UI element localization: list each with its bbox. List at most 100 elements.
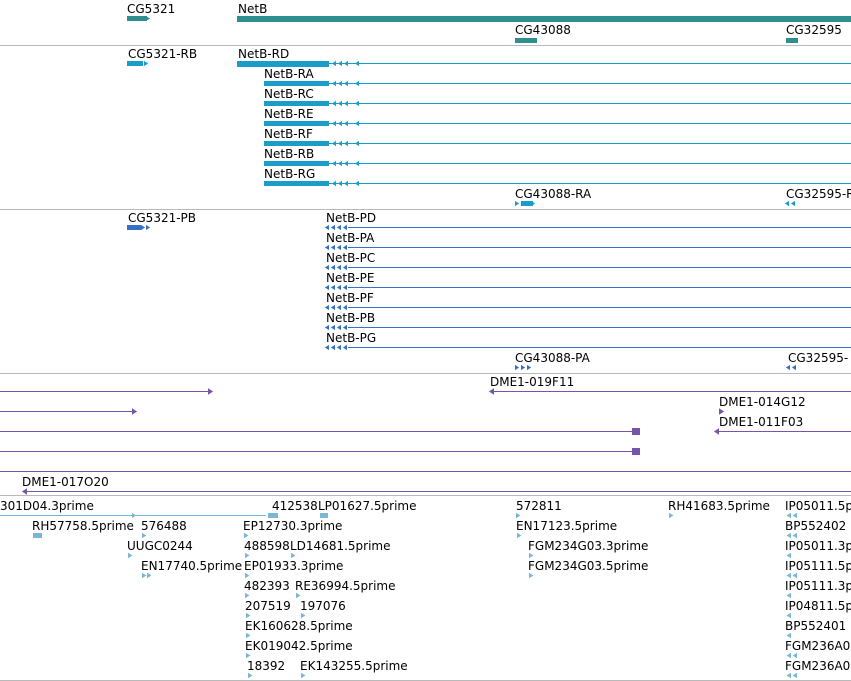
direction-arrow-icon <box>342 244 347 251</box>
gene-label[interactable]: CG43088 <box>515 23 571 37</box>
est-label[interactable]: 576488 <box>141 519 187 533</box>
direction-arrow-icon <box>331 160 336 167</box>
protein-label[interactable]: NetB-PD <box>326 211 377 225</box>
est-label[interactable]: IP05111.5p <box>785 559 851 573</box>
est-label[interactable]: UUGC0244 <box>127 539 193 553</box>
direction-arrow-icon <box>330 344 335 351</box>
est-bar <box>320 513 328 518</box>
protein-label[interactable]: CG43088-PA <box>515 351 590 365</box>
protein-label[interactable]: CG5321-PB <box>128 211 197 225</box>
direction-arrow-icon <box>21 488 27 495</box>
est-arrow-icon <box>786 672 791 679</box>
protein-label[interactable]: NetB-PA <box>326 231 375 245</box>
est-label[interactable]: 572811 <box>516 499 562 513</box>
direction-arrow-icon <box>331 120 336 127</box>
transcript-label[interactable]: NetB-RE <box>264 107 314 121</box>
gene-label[interactable]: CG32595 <box>786 23 842 37</box>
transcript-label[interactable]: NetB-RA <box>264 67 314 81</box>
est-label[interactable]: LD14681.5prime <box>290 539 391 553</box>
direction-arrow-icon <box>331 180 336 187</box>
est-label[interactable]: EP12730.3prime <box>243 519 343 533</box>
est-label[interactable]: 18392 <box>247 659 286 673</box>
est-arrow-icon <box>792 652 797 659</box>
transcript-label[interactable]: NetB-RG <box>264 167 316 181</box>
exon-bar <box>264 101 329 106</box>
est-label[interactable]: EK019042.5prime <box>245 639 353 653</box>
est-arrow-icon <box>786 572 791 579</box>
transcript-label[interactable]: NetB-RF <box>264 127 313 141</box>
transcript-label[interactable]: CG5321-RB <box>128 47 198 61</box>
est-arrow-icon <box>246 652 251 659</box>
transcript-label[interactable]: NetB-RC <box>264 87 314 101</box>
est-label[interactable]: RH57758.5prime <box>32 519 134 533</box>
est-label[interactable]: FGM236A0 <box>785 639 851 653</box>
protein-label[interactable]: NetB-PE <box>326 271 375 285</box>
est-bar <box>268 513 278 518</box>
est-label[interactable]: EP01933.3prime <box>244 559 344 573</box>
direction-arrow-icon <box>713 428 719 435</box>
clone-label[interactable]: DME1-014G12 <box>719 395 806 409</box>
est-label[interactable]: 488598 <box>244 539 290 553</box>
est-label[interactable]: EN17123.5prime <box>516 519 618 533</box>
est-label[interactable]: EK160628.5prime <box>245 619 353 633</box>
direction-arrow-icon <box>784 200 789 207</box>
est-arrow-icon <box>245 592 250 599</box>
est-label[interactable]: 207519 <box>245 599 291 613</box>
est-label[interactable]: 301D04.3prime <box>0 499 94 513</box>
clone-label[interactable]: DME1-011F03 <box>719 415 804 429</box>
protein-label[interactable]: NetB-PC <box>326 251 376 265</box>
direction-arrow-icon <box>337 180 342 187</box>
transcript-label[interactable]: CG43088-RA <box>515 187 592 201</box>
direction-arrow-icon <box>337 160 342 167</box>
est-label[interactable]: IP05111.3p <box>785 579 851 593</box>
direction-arrow-icon <box>330 284 335 291</box>
direction-arrow-icon <box>515 364 520 371</box>
protein-label[interactable]: NetB-PG <box>326 331 377 345</box>
est-label[interactable]: RH41683.5prime <box>668 499 770 513</box>
est-label[interactable]: IP05011.3p <box>785 539 851 553</box>
est-label[interactable]: FGM236A0 <box>785 659 851 673</box>
est-label[interactable]: BP552401 <box>785 619 847 633</box>
transcript-label[interactable]: NetB-RD <box>238 47 290 61</box>
est-label[interactable]: FGM234G03.3prime <box>528 539 649 553</box>
direction-arrow-icon <box>336 324 341 331</box>
direction-arrow-icon <box>331 60 336 67</box>
direction-arrow-icon <box>342 224 347 231</box>
est-label[interactable]: FGM234G03.5prime <box>528 559 649 573</box>
gene-bar <box>237 16 851 22</box>
est-label[interactable]: IP05011.5p <box>785 499 851 513</box>
est-label[interactable]: RE36994.5prime <box>295 579 396 593</box>
est-label[interactable]: EK143255.5prime <box>300 659 408 673</box>
direction-arrow-icon <box>527 364 532 371</box>
est-arrow-icon <box>786 532 791 539</box>
gene-label[interactable]: NetB <box>238 2 268 16</box>
direction-arrow-icon <box>790 200 795 207</box>
protein-label[interactable]: NetB-PB <box>326 311 376 325</box>
direction-arrow-icon <box>342 264 347 271</box>
protein-label[interactable]: NetB-PF <box>326 291 374 305</box>
est-label[interactable]: IP04811.5p <box>785 599 851 613</box>
exon-bar <box>264 81 329 86</box>
est-label[interactable]: 412538 <box>272 499 318 513</box>
direction-arrow-icon <box>146 224 151 231</box>
est-label[interactable]: BP552402 <box>785 519 847 533</box>
gene-label[interactable]: CG5321 <box>127 2 176 16</box>
direction-arrow-icon <box>324 284 329 291</box>
transcript-label[interactable]: NetB-RB <box>264 147 315 161</box>
est-label[interactable]: EN17740.5prime <box>141 559 243 573</box>
direction-arrow-icon <box>336 284 341 291</box>
transcript-label[interactable]: CG32595-R <box>786 187 851 201</box>
clone-label[interactable]: DME1-017O20 <box>22 475 109 489</box>
clone-label[interactable]: DME1-019F11 <box>490 375 575 389</box>
exon-bar <box>264 161 329 166</box>
est-arrow-icon <box>296 592 301 599</box>
direction-arrow-icon <box>343 60 348 67</box>
est-arrow-icon <box>529 572 534 579</box>
est-arrow-icon <box>128 552 133 559</box>
est-label[interactable]: 482393 <box>244 579 290 593</box>
direction-arrow-icon <box>337 80 342 87</box>
est-label[interactable]: 197076 <box>300 599 346 613</box>
est-label[interactable]: LP01627.5prime <box>318 499 417 513</box>
protein-label[interactable]: CG32595- <box>788 351 849 365</box>
